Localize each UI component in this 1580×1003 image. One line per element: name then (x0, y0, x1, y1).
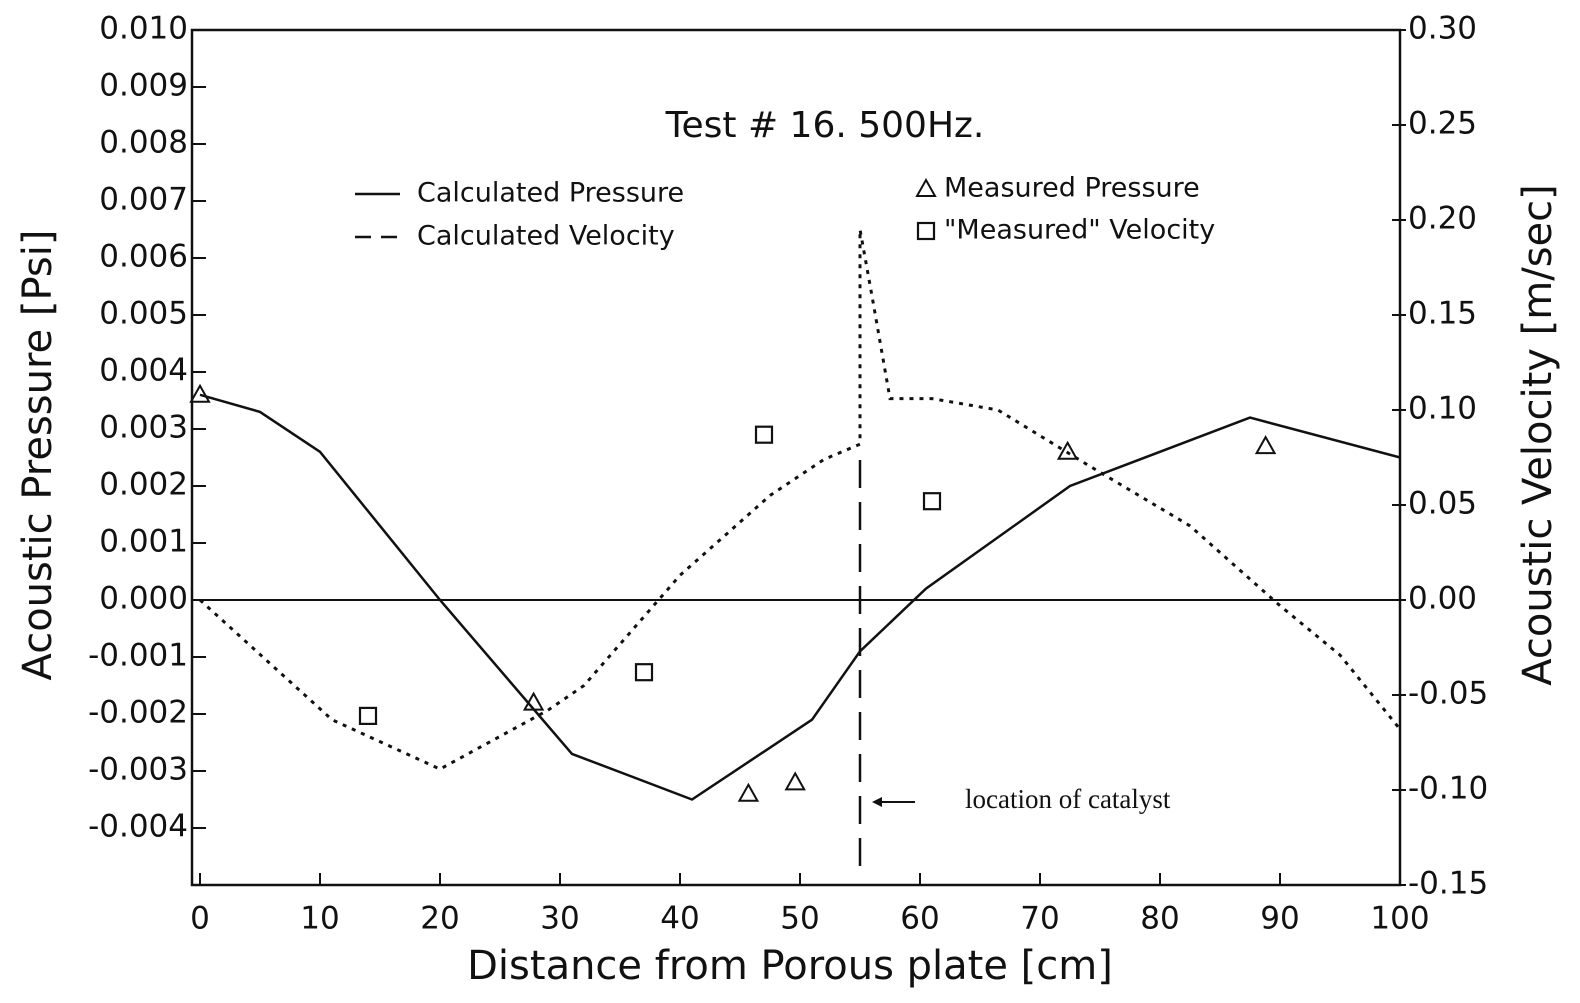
x-tick-label: 30 (540, 901, 579, 937)
x-tick-label: 50 (780, 901, 819, 937)
legend-label: "Measured" Velocity (944, 215, 1215, 246)
x-axis-label: Distance from Porous plate [cm] (467, 943, 1113, 989)
y-tick-label: 0.004 (99, 353, 188, 389)
square-marker (754, 425, 774, 444)
chart-title: Test # 16. 500Hz. (665, 105, 985, 146)
square-marker (358, 706, 378, 726)
y2-tick-label: 0.00 (1408, 581, 1477, 617)
y2-tick-label: -0.10 (1408, 771, 1488, 807)
y2-tick-label: 0.25 (1408, 106, 1477, 142)
y2-tick-label: 0.20 (1408, 201, 1477, 237)
x-tick-label: 80 (1140, 901, 1179, 937)
legend-label: Measured Pressure (944, 173, 1200, 204)
legend-label: Calculated Velocity (417, 221, 675, 252)
triangle-marker (784, 771, 806, 791)
square-marker (634, 663, 654, 682)
series-line (198, 229, 1402, 771)
triangle-marker (1056, 440, 1079, 460)
triangle-marker (737, 782, 760, 802)
y-tick-label: -0.003 (88, 752, 188, 788)
y-tick-label: 0.010 (99, 11, 188, 47)
y-axis-label: Acoustic Pressure [Psi] (15, 230, 61, 681)
y2-tick-label: -0.05 (1408, 676, 1488, 712)
y-tick-label: -0.004 (88, 809, 188, 845)
annotation-arrowhead (872, 797, 882, 807)
y-tick-label: 0.007 (99, 182, 188, 218)
y-tick-label: 0.000 (99, 581, 188, 617)
legend-marker (915, 177, 937, 197)
x-tick-label: 20 (420, 901, 459, 937)
legend-marker (916, 221, 936, 241)
x-tick-label: 90 (1260, 901, 1299, 937)
y-tick-label: 0.009 (99, 68, 188, 104)
y2-tick-label: 0.30 (1408, 11, 1477, 47)
y-tick-label: -0.002 (88, 695, 188, 731)
y2-tick-label: 0.05 (1408, 486, 1477, 522)
x-tick-label: 60 (900, 901, 939, 937)
x-tick-label: 70 (1020, 901, 1059, 937)
y2-tick-label: 0.10 (1408, 391, 1477, 427)
y-tick-label: 0.001 (99, 524, 188, 560)
y-tick-label: 0.003 (99, 410, 188, 446)
x-tick-label: 0 (190, 901, 210, 937)
x-tick-label: 10 (300, 901, 339, 937)
y-tick-label: -0.001 (88, 638, 188, 674)
series-line (199, 393, 1401, 801)
triangle-marker (522, 691, 545, 711)
annotation-text: location of catalyst (965, 784, 1171, 814)
x-tick-label: 40 (660, 901, 699, 937)
square-marker (922, 492, 942, 511)
y2-axis-label: Acoustic Velocity [m/sec] (1515, 184, 1561, 686)
y-tick-label: 0.006 (99, 239, 188, 275)
y2-tick-label: -0.15 (1408, 866, 1488, 902)
triangle-marker (1254, 435, 1277, 455)
y-tick-label: 0.008 (99, 125, 188, 161)
y2-tick-label: 0.15 (1408, 296, 1477, 332)
legend-label: Calculated Pressure (417, 178, 684, 209)
x-tick-label: 100 (1370, 901, 1429, 937)
y-tick-label: 0.002 (99, 467, 188, 503)
y-tick-label: 0.005 (99, 296, 188, 332)
triangle-marker (189, 383, 211, 403)
